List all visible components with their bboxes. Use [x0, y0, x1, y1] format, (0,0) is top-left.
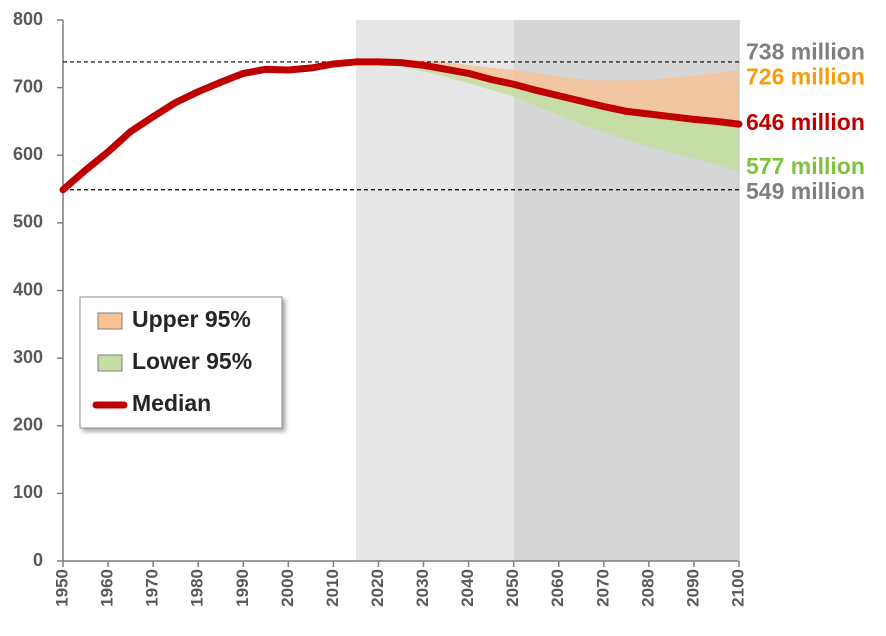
- confidence-band: [693, 73, 717, 122]
- y-tick-label: 500: [13, 212, 43, 232]
- y-tick-label: 200: [13, 415, 43, 435]
- annotation-label: 577 million: [746, 153, 865, 179]
- x-tick-label: 1950: [52, 569, 71, 607]
- legend-swatch: [97, 354, 123, 372]
- legend: Upper 95% Lower 95% Median: [79, 296, 283, 429]
- x-tick-label: 2000: [278, 569, 297, 607]
- x-tick-label: 1980: [188, 569, 207, 607]
- x-tick-label: 1970: [143, 569, 162, 607]
- annotation-label: 738 million: [746, 39, 865, 65]
- y-tick-label: 300: [13, 347, 43, 367]
- x-tick-label: 1960: [98, 569, 117, 607]
- x-tick-label: 2050: [503, 569, 522, 607]
- x-tick-label: 2060: [548, 569, 567, 607]
- confidence-band: [671, 116, 695, 159]
- y-tick-label: 600: [13, 144, 43, 164]
- y-tick-label: 0: [33, 550, 43, 570]
- confidence-band: [693, 119, 717, 166]
- y-tick-label: 400: [13, 279, 43, 299]
- x-tick-label: 2100: [728, 569, 747, 607]
- x-tick-label: 1990: [233, 569, 252, 607]
- annotation-label: 726 million: [746, 64, 865, 90]
- confidence-band: [671, 75, 695, 120]
- x-tick-label: 2020: [368, 569, 387, 607]
- x-tick-label: 2030: [413, 569, 432, 607]
- confidence-band: [716, 121, 740, 172]
- median-line: [59, 58, 743, 194]
- legend-label: Upper 95%: [132, 306, 251, 332]
- x-tick-label: 2090: [683, 569, 702, 607]
- y-tick-label: 800: [13, 9, 43, 29]
- confidence-band: [716, 69, 740, 125]
- forecast-period: [355, 20, 514, 561]
- legend-swatch: [97, 312, 123, 330]
- legend-label: Median: [132, 390, 211, 416]
- y-tick-label: 700: [13, 76, 43, 96]
- x-tick-label: 2040: [458, 569, 477, 607]
- annotation-label: 549 million: [746, 178, 865, 204]
- x-tick-label: 2080: [638, 569, 657, 607]
- legend-label: Lower 95%: [132, 348, 252, 374]
- annotation-label: 646 million: [746, 109, 865, 135]
- x-tick-label: 2010: [323, 569, 342, 607]
- x-tick-label: 2070: [593, 569, 612, 607]
- y-tick-label: 100: [13, 482, 43, 502]
